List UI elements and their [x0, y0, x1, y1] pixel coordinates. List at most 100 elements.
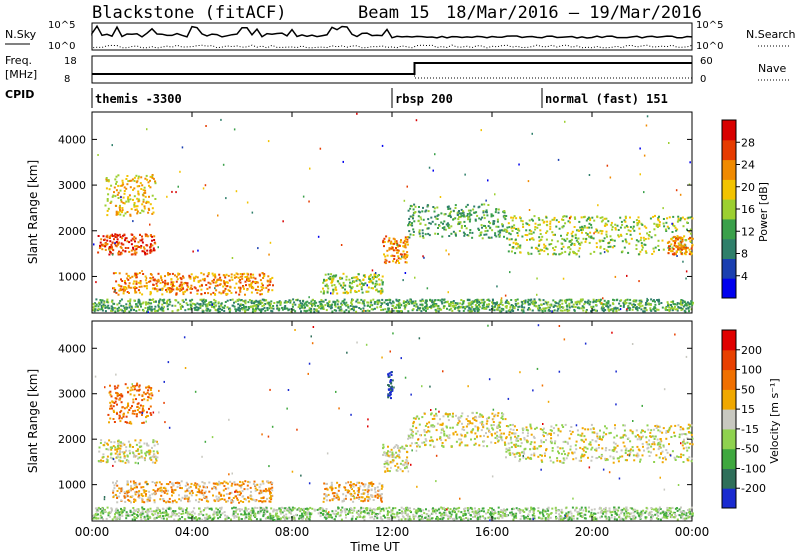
echo-pixel [253, 302, 255, 305]
echo-pixel [206, 287, 209, 290]
echo-pixel [233, 301, 235, 304]
echo-pixel [575, 303, 578, 306]
echo-pixel [145, 202, 148, 204]
echo-pixel [211, 280, 214, 282]
echo-pixel [421, 303, 424, 306]
echo-pixel [635, 219, 638, 222]
echo-pixel [116, 484, 119, 487]
echo-pixel [519, 244, 522, 247]
echo-pixel [131, 306, 134, 309]
echo-pixel [422, 206, 424, 209]
noise-pixel [185, 282, 188, 285]
noise-pixel [108, 248, 111, 251]
echo-pixel [325, 283, 328, 286]
echo-pixel [526, 308, 529, 311]
echo-pixel [538, 218, 541, 221]
echo-pixel [504, 218, 507, 221]
echo-pixel [374, 283, 377, 286]
echo-pixel [380, 309, 383, 311]
echo-pixel [384, 454, 387, 457]
echo-pixel [382, 308, 385, 311]
echo-pixel [477, 206, 480, 209]
freq-tick-bottom: 8 [64, 74, 70, 85]
echo-pixel [605, 217, 608, 220]
echo-pixel [407, 310, 410, 313]
echo-pixel [575, 302, 578, 305]
echo-pixel [688, 230, 691, 233]
echo-pixel [181, 487, 183, 490]
echo-pixel [517, 234, 520, 237]
echo-pixel [476, 310, 479, 313]
echo-pixel [119, 204, 121, 207]
echo-pixel [588, 235, 590, 238]
echo-pixel [343, 298, 346, 301]
echo-pixel [635, 299, 638, 302]
echo-pixel [147, 389, 150, 392]
noise-pixel [181, 146, 184, 149]
echo-pixel [151, 239, 153, 242]
echo-pixel [412, 228, 415, 231]
echo-pixel [170, 482, 173, 485]
echo-pixel [279, 301, 282, 304]
echo-pixel [108, 237, 111, 239]
echo-pixel [541, 235, 544, 238]
echo-pixel [553, 309, 556, 312]
echo-pixel [439, 437, 441, 440]
echo-pixel [167, 272, 170, 274]
echo-pixel [244, 280, 247, 283]
echo-pixel [390, 454, 393, 457]
echo-pixel [142, 486, 145, 488]
echo-pixel [110, 441, 113, 444]
echo-pixel [476, 426, 479, 429]
echo-pixel [395, 310, 398, 312]
echo-pixel [114, 446, 117, 449]
echo-pixel [584, 300, 587, 303]
echo-pixel [129, 298, 132, 301]
echo-pixel [128, 194, 131, 197]
echo-pixel [353, 492, 356, 495]
echo-pixel [121, 209, 124, 212]
echo-pixel [406, 240, 409, 243]
echo-pixel [372, 298, 375, 301]
echo-pixel [385, 310, 388, 313]
echo-pixel [176, 278, 179, 281]
echo-pixel [386, 299, 389, 302]
echo-pixel [402, 245, 405, 248]
echo-pixel [219, 307, 222, 310]
echo-pixel [103, 301, 106, 304]
echo-pixel [481, 420, 484, 423]
echo-pixel [334, 305, 337, 308]
echo-pixel [654, 246, 657, 249]
echo-pixel [152, 279, 155, 282]
echo-pixel [215, 304, 218, 307]
echo-pixel [104, 242, 107, 245]
echo-pixel [127, 284, 130, 287]
echo-pixel [358, 496, 361, 499]
echo-pixel [193, 484, 196, 487]
echo-pixel [127, 247, 130, 249]
noise-pixel [676, 255, 678, 257]
echo-pixel [190, 306, 193, 309]
echo-pixel [369, 482, 372, 485]
echo-pixel [668, 426, 671, 429]
echo-pixel [390, 240, 393, 243]
echo-pixel [135, 443, 138, 446]
echo-pixel [381, 281, 384, 284]
echo-pixel [320, 303, 323, 306]
echo-pixel [407, 301, 410, 304]
echo-pixel [329, 307, 332, 310]
echo-pixel [376, 496, 379, 499]
echo-pixel [146, 249, 149, 252]
echo-pixel [129, 214, 132, 217]
echo-pixel [135, 384, 138, 387]
echo-pixel [466, 415, 469, 418]
echo-pixel [548, 306, 551, 309]
echo-pixel [159, 282, 162, 284]
echo-pixel [179, 484, 181, 487]
echo-pixel [607, 308, 610, 311]
echo-pixel [636, 434, 639, 436]
echo-pixel [407, 437, 410, 440]
echo-pixel [252, 483, 255, 485]
noise-pixel [602, 297, 604, 300]
echo-pixel [687, 216, 690, 219]
